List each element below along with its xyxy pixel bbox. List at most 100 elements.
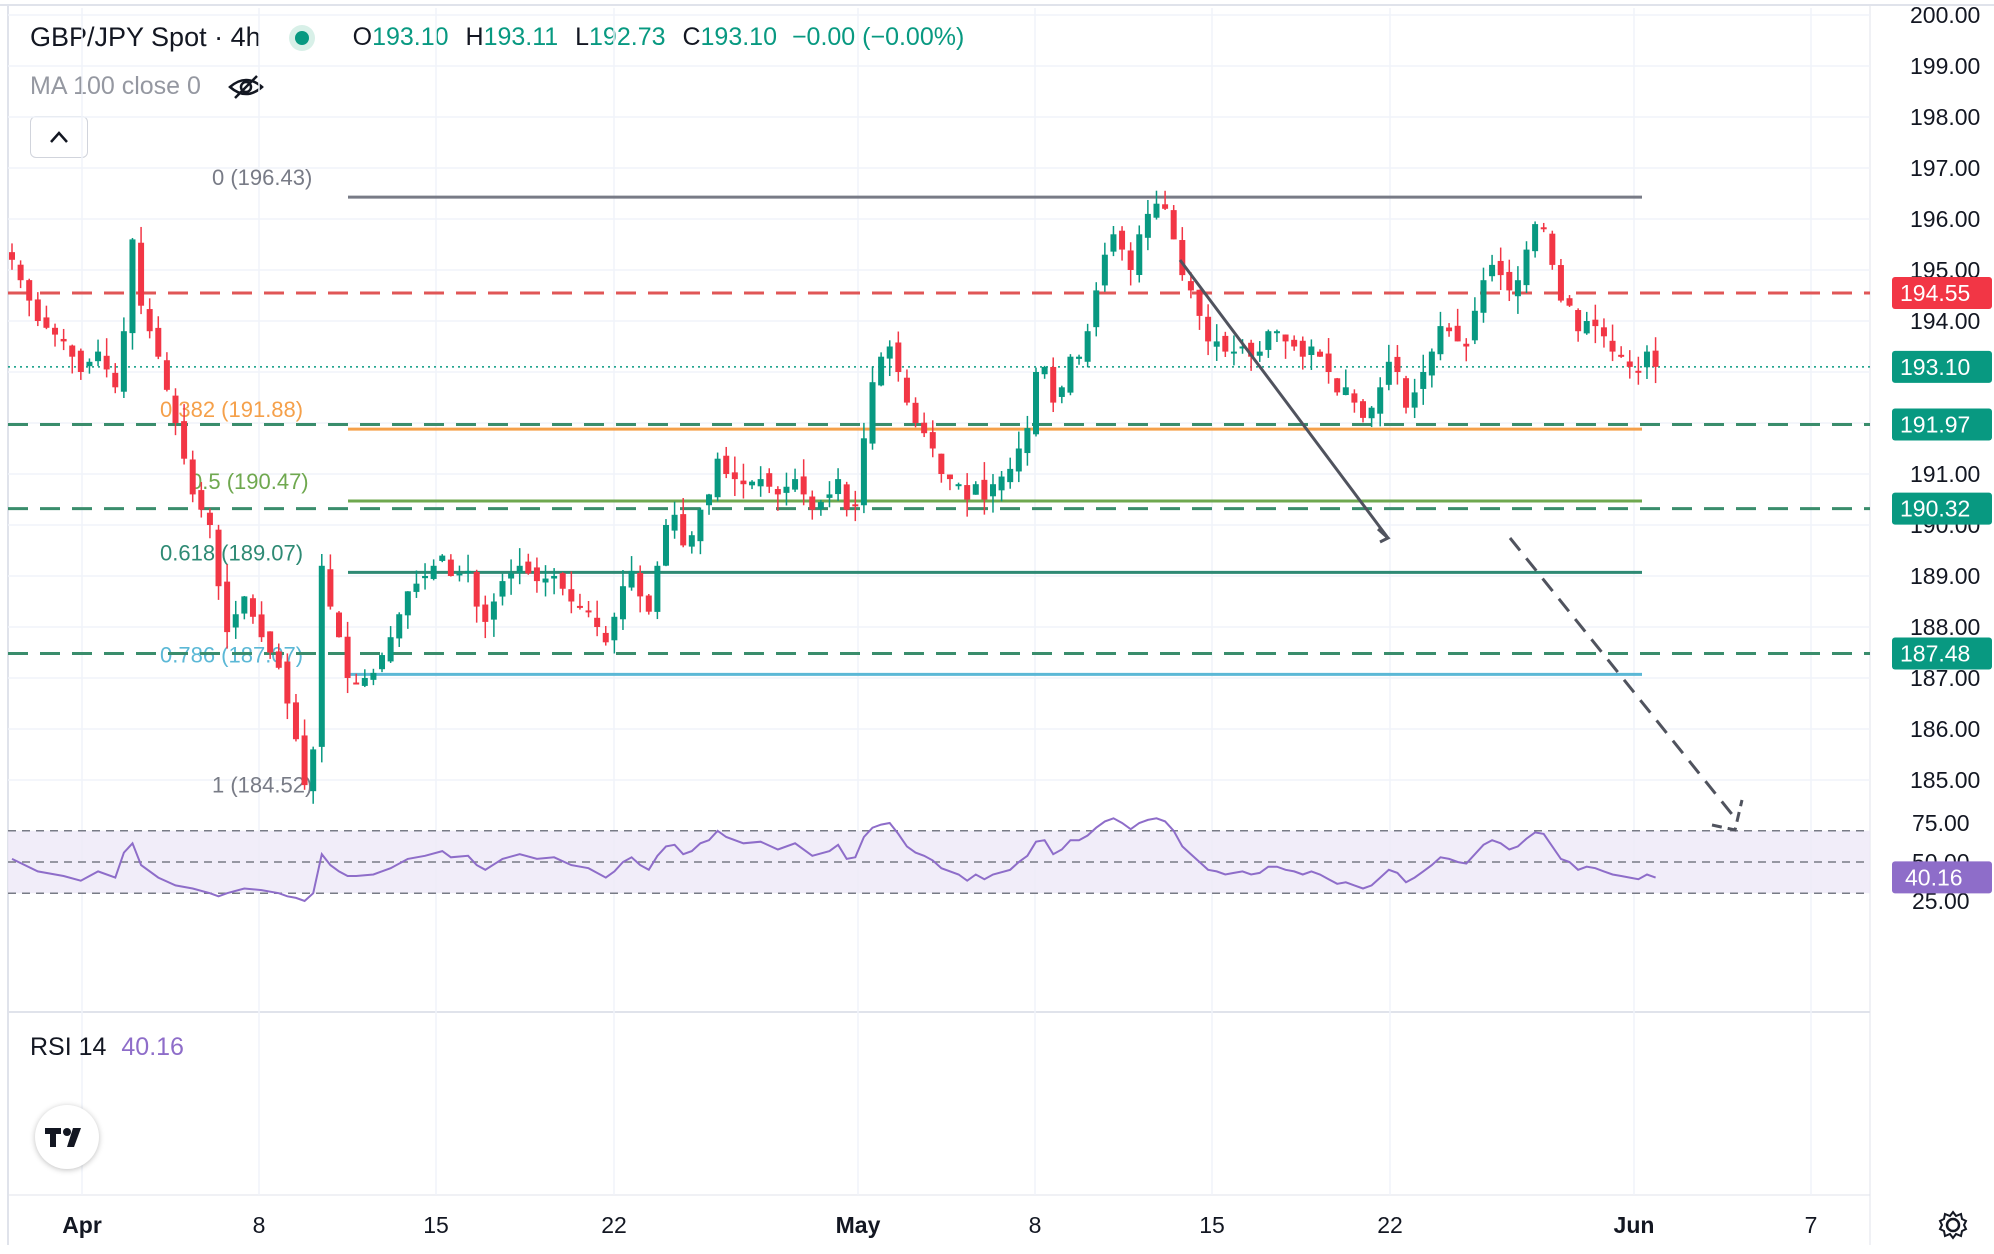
candle-body: [370, 672, 377, 680]
candle-body: [361, 678, 368, 686]
candlesticks: [9, 190, 1659, 804]
candle-body: [1342, 387, 1349, 396]
candle-body: [258, 614, 265, 638]
candle-body: [1428, 351, 1435, 376]
candle-body: [198, 490, 205, 510]
price-tag-label-193.10: 193.10: [1900, 354, 1970, 380]
candle-body: [731, 472, 738, 480]
candle-body: [1334, 378, 1341, 393]
candle-body: [551, 576, 558, 579]
candle-body: [9, 252, 15, 260]
candle-body: [379, 655, 386, 670]
collapse-legend-button[interactable]: [30, 116, 88, 158]
candle-body: [387, 637, 394, 662]
rsi-tick-75.00: 75.00: [1912, 810, 1970, 836]
candle-body: [706, 494, 713, 506]
candle-body: [1360, 401, 1367, 418]
candle-body: [52, 327, 59, 335]
candle-body: [456, 573, 463, 576]
gear-icon[interactable]: [1938, 1210, 1968, 1240]
time-tick-1: 8: [253, 1212, 266, 1238]
candle-body: [60, 338, 67, 342]
candle-body: [912, 402, 919, 423]
candle-body: [1050, 366, 1057, 403]
candle-body: [112, 372, 119, 388]
candle-body: [688, 535, 695, 547]
candle-body: [301, 735, 308, 786]
candle-body: [267, 631, 274, 653]
candle-body: [335, 612, 342, 638]
candle-body: [1514, 280, 1521, 297]
eye-hidden-icon[interactable]: [227, 74, 265, 100]
candle-body: [146, 309, 153, 332]
market-status-dot[interactable]: [294, 30, 309, 45]
price-tag-191.97: [1892, 408, 1992, 441]
rsi-title[interactable]: RSI 14: [30, 1033, 107, 1061]
candle-body: [1643, 351, 1650, 368]
candle-body: [1179, 240, 1186, 276]
candle-body: [1153, 203, 1160, 218]
candle-body: [1592, 319, 1599, 327]
time-tick-9: 7: [1805, 1212, 1818, 1238]
candle-body: [895, 342, 902, 372]
candle-body: [1308, 346, 1315, 355]
time-tick-2: 15: [423, 1212, 449, 1238]
candle-body: [792, 479, 799, 490]
candle-body: [1368, 407, 1375, 419]
candle-body: [1282, 334, 1289, 342]
candle-body: [344, 636, 351, 678]
candle-body: [482, 604, 489, 622]
candle-body: [654, 565, 661, 612]
candle-body: [680, 514, 687, 546]
candle-body: [869, 382, 876, 444]
candle-body: [473, 571, 480, 607]
price-tick-185.00: 185.00: [1910, 767, 1980, 793]
price-tag-190.32: [1892, 492, 1992, 525]
candle-body: [275, 651, 282, 668]
candle-body: [585, 610, 592, 613]
time-tick-5: 8: [1029, 1212, 1042, 1238]
candle-body: [1557, 265, 1564, 301]
price-axis[interactable]: 200.00199.00198.00197.00196.00195.00194.…: [1910, 2, 1980, 793]
candle-body: [1497, 260, 1504, 276]
candle-body: [1626, 361, 1633, 367]
price-tag-label-194.55: 194.55: [1900, 280, 1970, 306]
candle-body: [86, 361, 93, 367]
candle-body: [1256, 351, 1263, 356]
candle-body: [662, 525, 669, 566]
candle-body: [619, 586, 626, 620]
candle-body: [1351, 393, 1358, 403]
candle-body: [1506, 271, 1513, 291]
candle-body: [1187, 281, 1194, 291]
candle-body: [189, 459, 196, 495]
trend-arrows: [1178, 259, 1744, 832]
candle-body: [120, 331, 127, 392]
candle-body: [1205, 316, 1212, 342]
price-tags: 194.55 193.10 191.97 190.32 187.48 40.16: [1892, 276, 1992, 894]
candle-body: [95, 351, 102, 362]
candle-body: [1041, 366, 1048, 375]
symbol-title[interactable]: GBP/JPY Spot · 4h: [30, 22, 261, 52]
candle-body: [903, 377, 910, 403]
candle-body: [835, 479, 842, 495]
candle-body: [1454, 325, 1461, 342]
candle-body: [1652, 350, 1659, 367]
candle-body: [938, 453, 945, 474]
candle-body: [1213, 341, 1220, 347]
candle-body: [628, 570, 635, 588]
candle-body: [430, 565, 437, 579]
tradingview-logo[interactable]: [35, 1105, 99, 1169]
candle-body: [714, 458, 721, 498]
candle-body: [155, 327, 162, 357]
candle-body: [998, 476, 1005, 491]
candle-body: [1446, 327, 1453, 332]
candle-body: [1600, 327, 1607, 337]
candle-body: [1248, 342, 1255, 357]
time-axis[interactable]: Apr 8 15 22 May 8 15 22 Jun 7: [62, 1212, 1817, 1238]
candle-body: [422, 576, 429, 579]
candle-body: [447, 559, 454, 576]
candle-body: [1480, 280, 1487, 313]
candle-body: [34, 299, 41, 321]
ma-indicator-label[interactable]: MA 100 close 0: [30, 72, 201, 100]
